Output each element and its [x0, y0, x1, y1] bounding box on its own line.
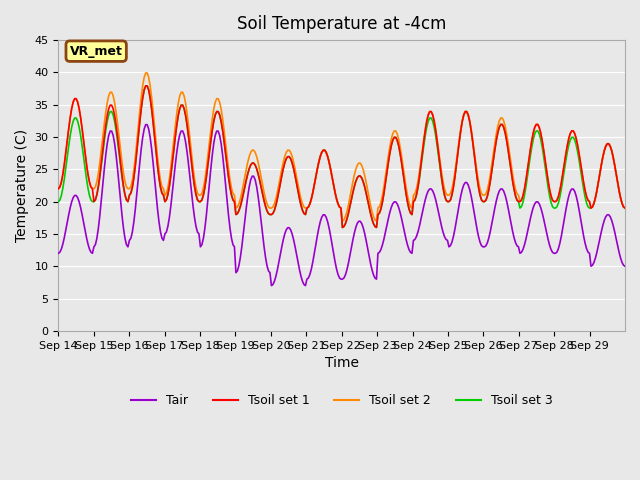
Line: Tsoil set 3: Tsoil set 3: [58, 86, 625, 228]
Legend: Tair, Tsoil set 1, Tsoil set 2, Tsoil set 3: Tair, Tsoil set 1, Tsoil set 2, Tsoil se…: [125, 389, 558, 412]
Tsoil set 1: [461, 108, 469, 114]
Tair: [620, 263, 627, 268]
Tsoil set 2: [621, 205, 629, 211]
Tsoil set 1: [74, 99, 81, 105]
Tsoil set 2: [546, 186, 554, 192]
Line: Tsoil set 1: Tsoil set 1: [58, 86, 625, 228]
Line: Tsoil set 2: Tsoil set 2: [58, 73, 625, 221]
Y-axis label: Temperature (C): Temperature (C): [15, 129, 29, 242]
Line: Tair: Tair: [58, 125, 625, 286]
Tsoil set 3: [142, 83, 150, 89]
Tsoil set 3: [339, 225, 346, 230]
Tair: [92, 242, 99, 248]
Text: VR_met: VR_met: [70, 45, 123, 58]
X-axis label: Time: Time: [324, 356, 358, 370]
Tair: [349, 238, 356, 243]
Tair: [54, 251, 62, 256]
Tsoil set 1: [621, 205, 629, 211]
Tsoil set 3: [546, 193, 554, 199]
Tsoil set 3: [621, 205, 629, 211]
Tsoil set 1: [349, 190, 356, 196]
Tsoil set 2: [54, 186, 62, 192]
Tsoil set 3: [74, 118, 81, 124]
Tsoil set 2: [620, 204, 627, 210]
Tsoil set 2: [349, 180, 356, 185]
Tsoil set 1: [339, 225, 346, 230]
Tsoil set 1: [546, 186, 554, 192]
Tsoil set 3: [54, 199, 62, 204]
Title: Soil Temperature at -4cm: Soil Temperature at -4cm: [237, 15, 446, 33]
Tair: [268, 283, 275, 288]
Tsoil set 1: [54, 186, 62, 192]
Tsoil set 3: [349, 190, 356, 196]
Tair: [621, 264, 629, 269]
Tsoil set 1: [620, 204, 627, 210]
Tsoil set 3: [92, 197, 99, 203]
Tsoil set 2: [461, 108, 469, 114]
Tsoil set 3: [620, 204, 627, 210]
Tsoil set 2: [142, 70, 150, 76]
Tsoil set 1: [142, 83, 150, 89]
Tsoil set 2: [74, 99, 81, 105]
Tsoil set 1: [92, 197, 99, 203]
Tsoil set 2: [92, 184, 99, 190]
Tsoil set 3: [461, 108, 469, 114]
Tair: [546, 242, 554, 248]
Tsoil set 2: [339, 218, 346, 224]
Tair: [142, 122, 150, 128]
Tair: [74, 195, 81, 201]
Tair: [461, 180, 469, 185]
